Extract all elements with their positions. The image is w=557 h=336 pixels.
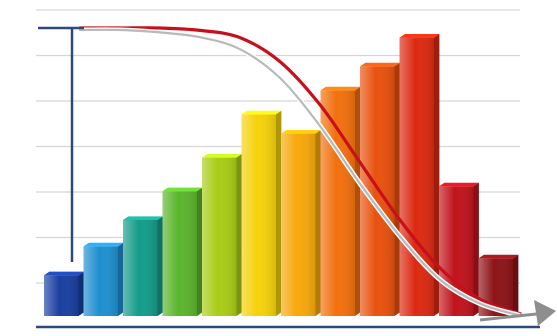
bar-side	[157, 216, 163, 316]
bar-shine	[202, 157, 237, 316]
bar	[320, 86, 361, 317]
bar	[162, 187, 203, 316]
bar	[83, 242, 124, 316]
bar-side	[197, 187, 203, 316]
bars	[44, 34, 519, 317]
bar	[399, 34, 440, 316]
bar-shine	[162, 191, 197, 316]
gray-curve	[78, 28, 522, 317]
bar-shine	[83, 246, 118, 316]
bar-shine	[241, 114, 276, 317]
bar-top	[439, 182, 479, 187]
bar	[281, 130, 321, 316]
bar-top	[44, 271, 84, 276]
bar-shine	[281, 133, 316, 316]
bar-side	[434, 34, 440, 316]
bar	[241, 110, 282, 317]
bar-side	[236, 154, 242, 316]
bar-side	[355, 86, 361, 316]
bar-shine	[123, 220, 158, 316]
bar	[44, 271, 84, 316]
arrow-head-icon	[534, 300, 556, 326]
bar-shine	[320, 90, 355, 317]
bar-side	[394, 62, 400, 316]
bar-side	[315, 130, 321, 316]
bar	[202, 154, 242, 316]
red-curve	[78, 26, 522, 316]
bar-side	[78, 271, 84, 316]
bar-side	[513, 254, 519, 316]
bar-top	[320, 86, 361, 91]
bar-top	[399, 34, 440, 38]
bar-top	[360, 62, 400, 67]
bar-shine	[44, 275, 79, 316]
bar-side	[276, 110, 282, 316]
bar-top	[123, 216, 163, 220]
bar-top	[241, 110, 282, 115]
arrow-shaft	[479, 311, 547, 322]
axes	[36, 26, 556, 329]
bar-shine	[399, 37, 434, 316]
bar-top	[478, 254, 519, 259]
bar	[123, 216, 163, 316]
bar-top	[83, 242, 124, 247]
bar-side	[473, 182, 479, 316]
bar-side	[118, 242, 124, 316]
bar-top	[202, 154, 242, 158]
bar-top	[281, 130, 321, 134]
bar-top	[162, 187, 203, 192]
bar-shine	[439, 186, 474, 316]
curves	[78, 26, 522, 319]
bar	[439, 182, 479, 316]
